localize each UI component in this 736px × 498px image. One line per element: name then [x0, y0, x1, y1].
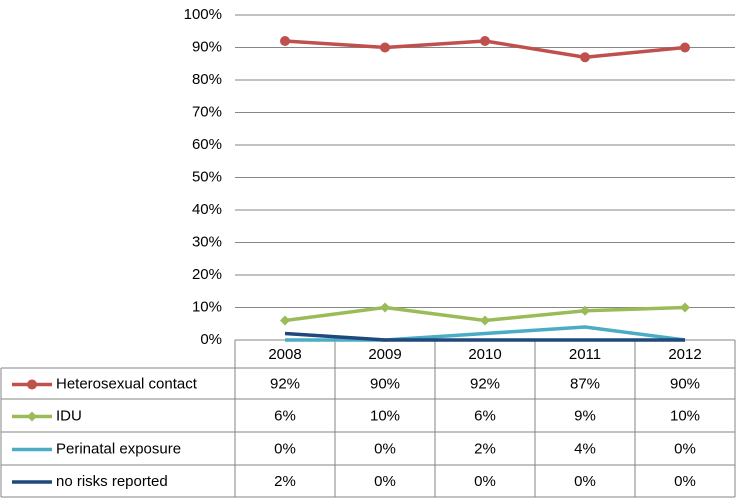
- marker: [380, 42, 390, 53]
- marker: [480, 36, 490, 46]
- legend-label: Perinatal exposure: [56, 440, 181, 457]
- table-cell: 90%: [670, 375, 700, 392]
- x-tick-label: 2008: [268, 346, 301, 363]
- y-tick-label: 40%: [192, 201, 222, 218]
- marker: [27, 379, 37, 390]
- marker: [580, 305, 590, 316]
- y-tick-label: 100%: [184, 6, 222, 23]
- series-line: [284, 331, 685, 342]
- marker: [27, 411, 37, 422]
- y-tick-label: 30%: [192, 233, 222, 250]
- table-cell: 9%: [574, 407, 596, 424]
- x-tick-label: 2011: [569, 346, 601, 363]
- marker: [280, 36, 290, 46]
- table-cell: 0%: [574, 473, 596, 490]
- table-cell: 2%: [474, 440, 496, 457]
- marker: [280, 315, 290, 326]
- table-cell: 0%: [674, 440, 696, 457]
- x-tick-label: 2012: [668, 346, 701, 363]
- x-tick-label: 2009: [368, 346, 401, 363]
- legend-label: Heterosexual contact: [56, 375, 198, 392]
- series-line: [285, 325, 686, 342]
- y-tick-label: 60%: [192, 136, 222, 153]
- legend-label: IDU: [56, 407, 82, 424]
- table-cell: 6%: [474, 407, 496, 424]
- marker: [580, 52, 590, 63]
- table-cell: 10%: [670, 407, 700, 424]
- x-tick-label: 2010: [468, 346, 501, 363]
- table-cell: 90%: [370, 375, 400, 392]
- marker: [680, 302, 690, 313]
- y-tick-label: 70%: [192, 103, 222, 120]
- table-cell: 0%: [374, 473, 396, 490]
- table-cell: 10%: [370, 407, 400, 424]
- y-tick-label: 90%: [192, 38, 222, 55]
- table-cell: 87%: [570, 375, 600, 392]
- marker: [380, 302, 390, 313]
- table-cell: 0%: [474, 473, 496, 490]
- table-cell: 92%: [270, 375, 300, 392]
- table-cell: 6%: [274, 407, 296, 424]
- y-tick-label: 0%: [200, 331, 222, 348]
- y-tick-label: 50%: [192, 168, 222, 185]
- y-tick-label: 10%: [192, 298, 222, 315]
- legend-label: no risks reported: [56, 473, 168, 490]
- y-tick-label: 20%: [192, 266, 222, 283]
- y-tick-label: 80%: [192, 71, 222, 88]
- table-cell: 0%: [274, 440, 296, 457]
- table-cell: 0%: [674, 473, 696, 490]
- table-cell: 92%: [470, 375, 500, 392]
- marker: [680, 42, 690, 53]
- table-cell: 4%: [574, 440, 596, 457]
- marker: [480, 315, 490, 326]
- table-cell: 0%: [374, 440, 396, 457]
- table-cell: 2%: [274, 473, 296, 490]
